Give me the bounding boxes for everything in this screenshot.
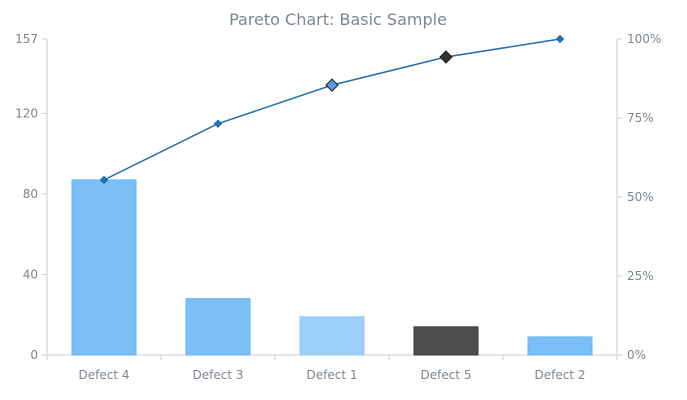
- y-right-tick-label: 75%: [627, 111, 654, 125]
- y-right-tick-label: 25%: [627, 269, 654, 283]
- cumulative-line: [99, 34, 565, 185]
- chart-title: Pareto Chart: Basic Sample: [229, 10, 447, 29]
- y-left-tick-label: 120: [15, 106, 38, 120]
- bar[interactable]: [299, 316, 365, 356]
- bar[interactable]: [413, 326, 479, 356]
- x-tick-label: Defect 2: [535, 368, 586, 382]
- bar[interactable]: [185, 298, 251, 356]
- x-tick-label: Defect 1: [307, 368, 358, 382]
- bar[interactable]: [527, 336, 593, 356]
- x-tick-label: Defect 3: [193, 368, 244, 382]
- x-tick-label: Defect 5: [421, 368, 472, 382]
- tick-labels: 0 40 80 120 157 0% 25% 50% 75% 100% Defect 4 Defect…: [15, 32, 661, 382]
- y-right-tick-label: 50%: [627, 190, 654, 204]
- line-marker[interactable]: [99, 175, 109, 185]
- x-tick-label: Defect 4: [79, 368, 130, 382]
- bar[interactable]: [71, 179, 137, 356]
- y-left-tick-label: 80: [23, 187, 38, 201]
- y-left-tick-label: 0: [30, 348, 38, 362]
- y-left-tick-label: 40: [23, 267, 38, 281]
- y-right-tick-label: 0%: [627, 348, 646, 362]
- line-marker[interactable]: [325, 78, 339, 92]
- line-marker[interactable]: [213, 119, 223, 129]
- y-right-tick-label: 100%: [627, 32, 661, 46]
- cumulative-line-path: [103, 38, 561, 181]
- y-left-tick-label: 157: [15, 32, 38, 46]
- line-marker[interactable]: [555, 34, 565, 44]
- line-marker[interactable]: [439, 50, 453, 64]
- bars: [71, 179, 593, 356]
